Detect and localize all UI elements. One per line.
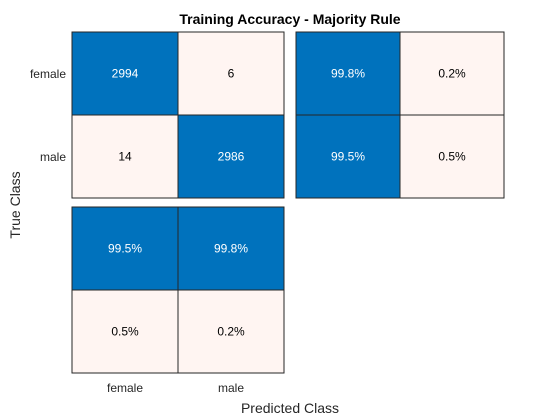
- matrix-cell-1-0: [71, 114, 179, 199]
- confusion-matrix: 2994 6 14 2986: [71, 31, 285, 199]
- chart-title: Training Accuracy - Majority Rule: [179, 11, 400, 27]
- row-summary-cell-0-0: [295, 31, 401, 116]
- row-summary-label-0-0: 99.8%: [331, 67, 365, 81]
- row-summary-cell-1-0: [295, 114, 401, 199]
- row-summary-cell-0-1: [399, 31, 505, 116]
- row-summary-label-1-1: 0.5%: [438, 150, 466, 164]
- x-axis-label: Predicted Class: [241, 400, 339, 416]
- col-summary-label-1-0: 0.5%: [111, 325, 139, 339]
- matrix-cell-0-0: [71, 31, 179, 116]
- matrix-label-1-1: 2986: [218, 150, 245, 164]
- row-summary-cell-1-1: [399, 114, 505, 199]
- matrix-label-0-1: 6: [228, 67, 235, 81]
- column-summary: 99.5% 99.8% 0.5% 0.2%: [71, 206, 285, 374]
- col-summary-label-0-1: 99.8%: [214, 242, 248, 256]
- matrix-cell-0-1: [177, 31, 285, 116]
- col-summary-cell-1-1: [177, 289, 285, 374]
- y-tick-female: female: [30, 67, 66, 81]
- col-summary-label-1-1: 0.2%: [217, 325, 245, 339]
- col-summary-cell-0-1: [177, 206, 285, 291]
- row-summary-label-1-0: 99.5%: [331, 150, 365, 164]
- col-summary-label-0-0: 99.5%: [108, 242, 142, 256]
- matrix-label-1-0: 14: [118, 150, 132, 164]
- row-summary-label-0-1: 0.2%: [438, 67, 466, 81]
- matrix-label-0-0: 2994: [112, 67, 139, 81]
- row-summary: 99.8% 0.2% 99.5% 0.5%: [295, 31, 505, 199]
- y-tick-male: male: [40, 150, 66, 164]
- matrix-cell-1-1: [177, 114, 285, 199]
- y-axis-label: True Class: [7, 171, 23, 238]
- x-tick-male: male: [218, 381, 244, 395]
- x-tick-female: female: [107, 381, 143, 395]
